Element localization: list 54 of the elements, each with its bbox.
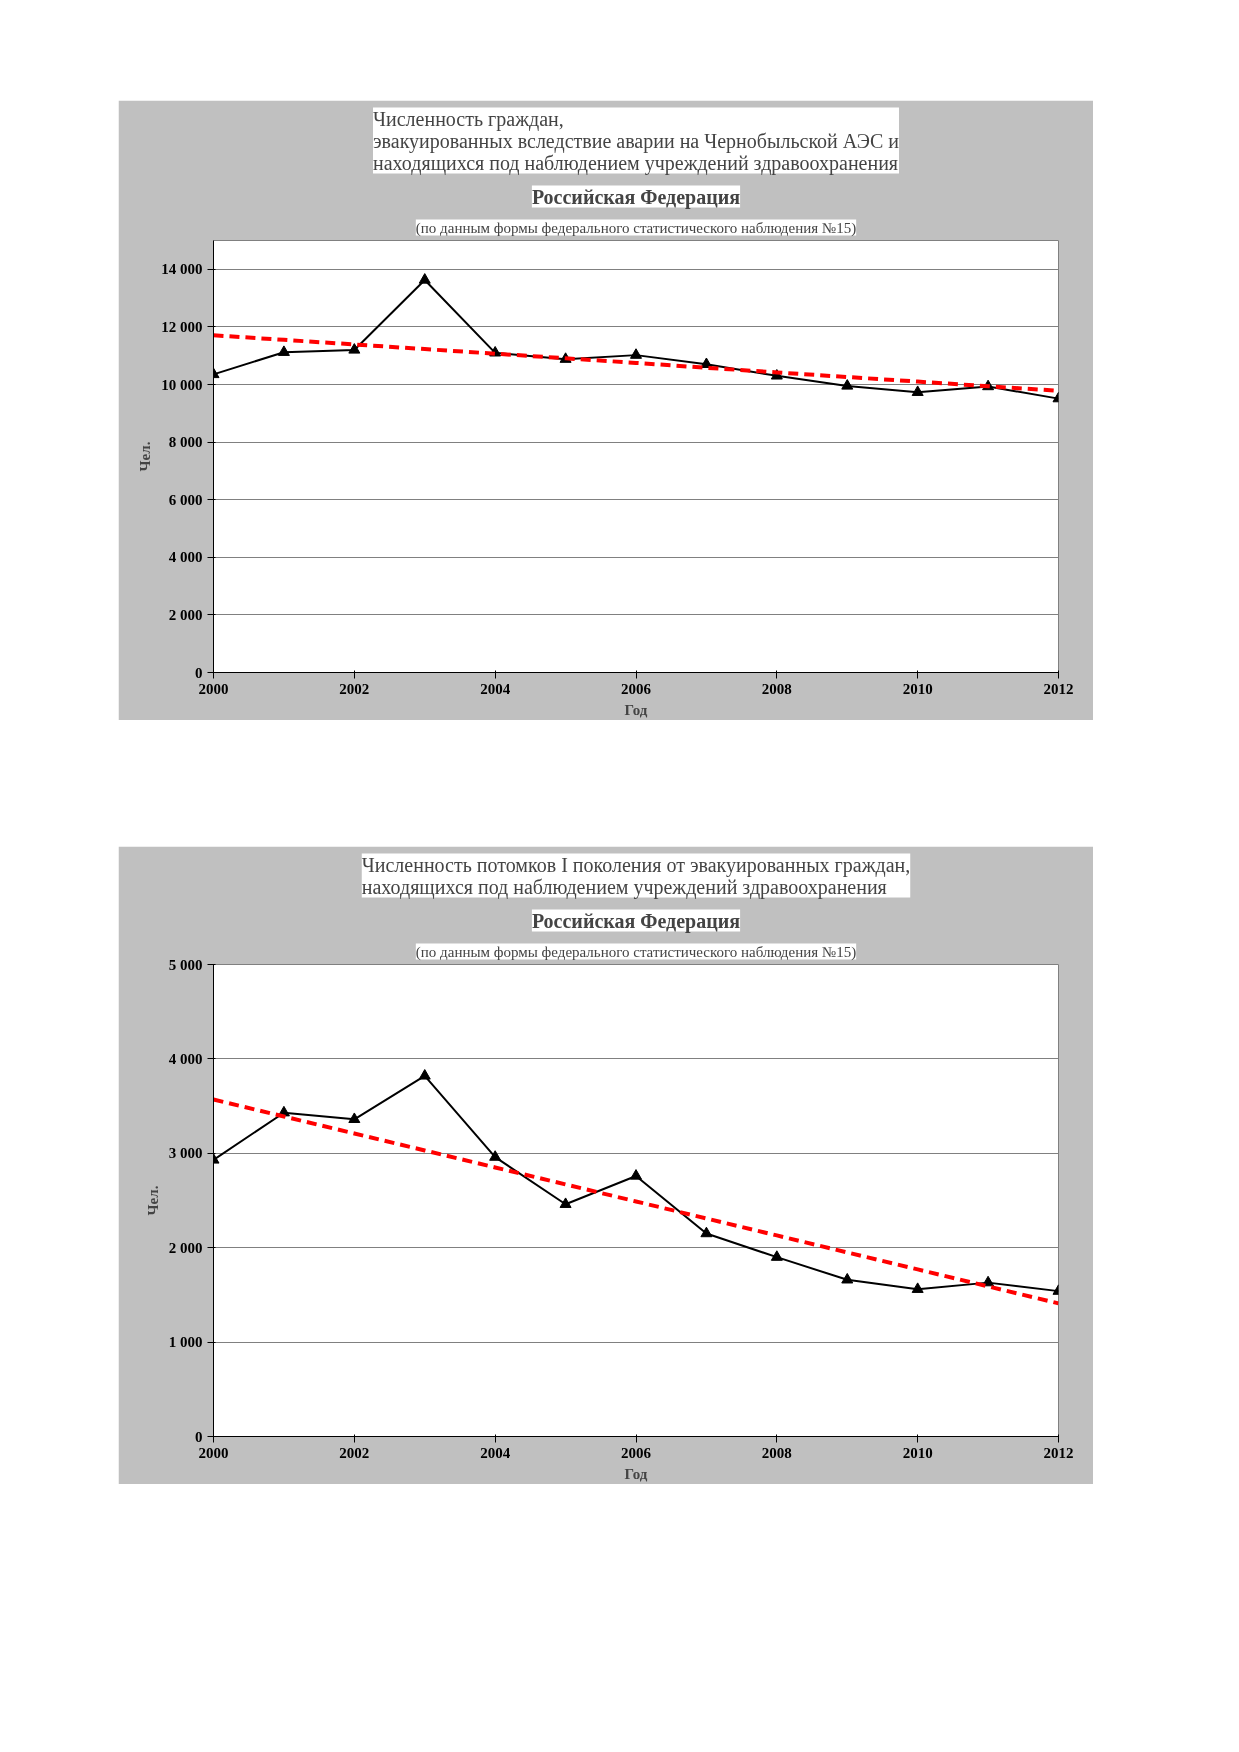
point xyxy=(841,1272,854,1284)
x-axis-title: Год xyxy=(624,1465,648,1482)
x-tick-label: 2004 xyxy=(480,680,511,697)
y-tick-label: 4 000 xyxy=(168,549,203,566)
y-axis-title: Чел. xyxy=(144,1185,161,1216)
point xyxy=(277,345,290,356)
x-tick-label: 2010 xyxy=(902,1444,933,1461)
x-tick-label: 2006 xyxy=(621,680,652,697)
x-tick-label: 2006 xyxy=(621,1444,652,1461)
chart-title: Численность потомков I поколения от эвакуированных граждан, находящихся под наблюдением учреждений здравоохранения xyxy=(361,853,911,899)
y-tick-label: 6 000 xyxy=(168,491,203,508)
y-tick-label: 0 xyxy=(195,1428,203,1445)
line-series xyxy=(213,1097,1059,1306)
x-tick-label: 2002 xyxy=(339,680,370,697)
point xyxy=(770,1250,783,1261)
y-tick-label: 1 000 xyxy=(168,1334,203,1351)
y-tick-label: 2 000 xyxy=(168,606,203,623)
y-tick-label: 5 000 xyxy=(168,956,203,973)
x-tick-label: 2000 xyxy=(198,1444,229,1461)
y-tick-label: 8 000 xyxy=(168,434,203,451)
y-axis-title: Чел. xyxy=(137,441,154,472)
point xyxy=(630,1169,642,1180)
y-tick-label: 12 000 xyxy=(161,318,203,335)
y-tick-label: 0 xyxy=(195,664,203,681)
chart-subtitle: Российская Федерация xyxy=(531,909,741,933)
x-tick-label: 2004 xyxy=(480,1444,511,1461)
text: (по данным формы федерального статистического наблюдения №15) xyxy=(415,943,857,961)
x-tick-label: 2000 xyxy=(198,680,229,697)
point xyxy=(841,379,854,390)
point xyxy=(489,1150,502,1161)
point xyxy=(700,1226,713,1238)
y-tick-label: 10 000 xyxy=(161,376,203,393)
point xyxy=(911,1282,924,1293)
y-tick-label: 4 000 xyxy=(168,1050,203,1067)
y-tick-label: 14 000 xyxy=(161,261,203,278)
point xyxy=(559,1197,572,1208)
x-tick-label: 2012 xyxy=(1043,680,1074,697)
x-axis-title: Год xyxy=(624,701,648,718)
y-tick-label: 2 000 xyxy=(168,1239,203,1256)
point xyxy=(348,1112,361,1123)
x-tick-label: 2010 xyxy=(902,680,933,697)
point xyxy=(418,273,431,284)
y-tick-label: 3 000 xyxy=(168,1145,203,1162)
chart-subtitle: Российская Федерация xyxy=(531,185,741,209)
x-tick-label: 2012 xyxy=(1043,1444,1074,1461)
chart-title: Численность граждан, эвакуированных вследствие аварии на Чернобыльской АЭС и находящихся под наблюдением учреждений здравоохранения xyxy=(373,107,900,175)
x-tick-label: 2008 xyxy=(761,1444,792,1461)
x-tick-label: 2002 xyxy=(339,1444,370,1461)
text: (по данным формы федерального статистического наблюдения №15) xyxy=(415,219,857,237)
point xyxy=(348,343,361,354)
point xyxy=(418,1069,431,1080)
point xyxy=(630,348,642,359)
x-tick-label: 2008 xyxy=(761,680,792,697)
point xyxy=(911,385,924,396)
